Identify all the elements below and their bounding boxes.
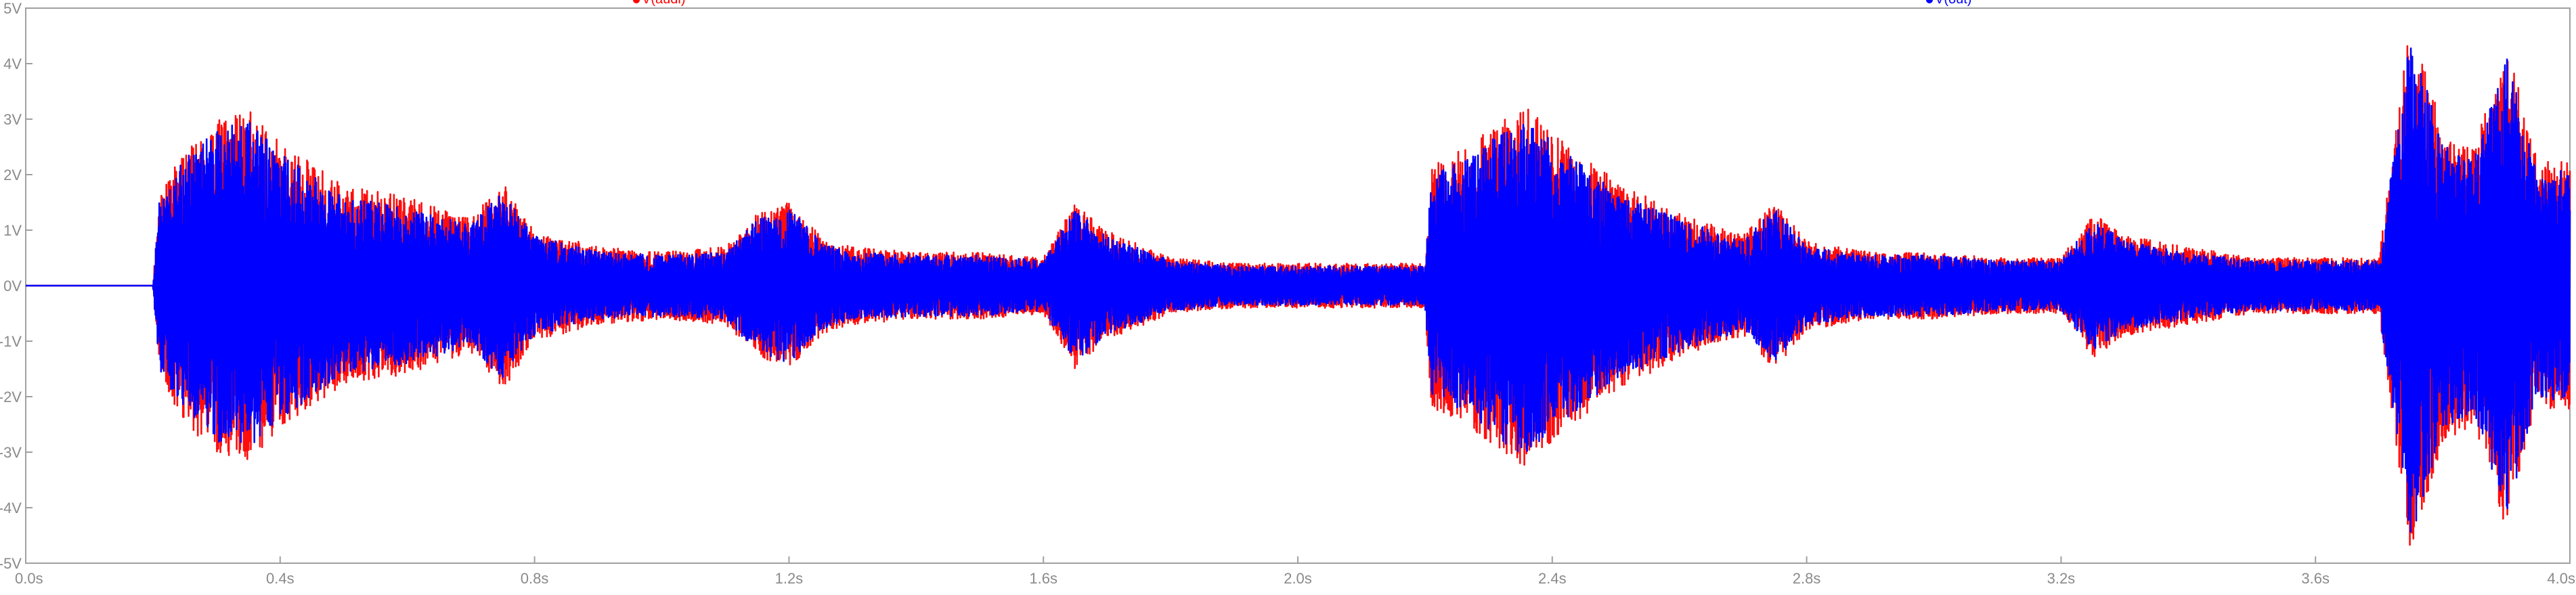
y-tick-label: 2V [3,167,22,183]
x-tick-label: 0.4s [266,570,294,587]
y-tick-label: -2V [0,389,22,405]
x-tick-label: 4.0s [2547,570,2575,587]
x-tick-label: 0.8s [521,570,549,587]
x-tick-label: 3.2s [2047,570,2076,587]
x-tick-label: 2.8s [1793,570,1821,587]
y-tick-label: -5V [0,555,22,572]
legend-label[interactable]: V(audi) [642,0,685,7]
y-tick-label: 0V [3,278,22,294]
series-line-v-out [25,47,2571,533]
series-layer [25,45,2571,546]
x-tick-label: 1.2s [775,570,804,587]
x-tick-label: 2.4s [1538,570,1567,587]
y-tick-label: -3V [0,444,22,461]
y-tick-label: -1V [0,333,22,350]
y-tick-label: 4V [3,56,22,72]
x-axis: 0.0s 0.4s 0.8s 1.2s 1.6s 2.0s 2.4s 2.8s 3.2s 3.6s… [15,556,2575,587]
legend-label[interactable]: V(out) [1935,0,1971,7]
y-tick-label: -4V [0,500,22,516]
legend-marker [633,0,640,3]
x-tick-label: 0.0s [15,570,43,587]
x-tick-label: 1.6s [1029,570,1057,587]
legend: V(audi) V(out) [633,0,1971,7]
y-tick-label: 1V [3,222,22,239]
y-tick-label: 5V [3,0,22,17]
x-tick-label: 2.0s [1284,570,1312,587]
x-tick-label: 3.6s [2301,570,2330,587]
y-tick-label: 3V [3,111,22,128]
y-axis: 5V 4V 3V 2V 1V 0V -1V -2V -3V -4V -5V [0,0,32,572]
legend-marker [1926,0,1933,3]
